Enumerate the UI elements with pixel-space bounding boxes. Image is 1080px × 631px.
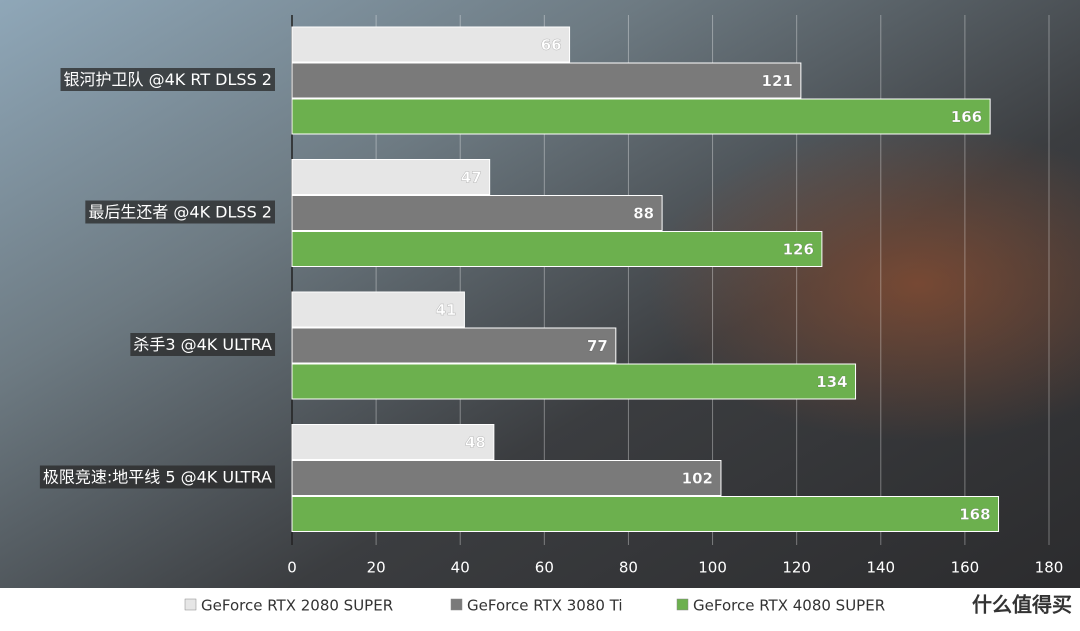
bar (291, 496, 1000, 532)
x-tick-label: 80 (619, 559, 638, 577)
watermark: 什么值得买 (972, 593, 1072, 617)
x-tick-label: 0 (287, 559, 297, 577)
legend-label: GeForce RTX 3080 Ti (467, 597, 623, 615)
value-label: 126 (783, 241, 814, 259)
bar (291, 363, 857, 400)
x-tick-label: 140 (866, 559, 895, 577)
legend-swatch (184, 598, 197, 611)
value-label: 102 (682, 470, 713, 488)
bar (291, 62, 802, 99)
y-tick-label: 极限竞速:地平线 5 @4K ULTRA (43, 468, 272, 487)
y-tick-label: 杀手3 @4K ULTRA (133, 335, 272, 354)
value-label: 121 (762, 72, 793, 90)
value-label: 168 (959, 506, 990, 524)
legend-strip (0, 588, 1080, 631)
legend-label: GeForce RTX 2080 SUPER (201, 597, 393, 615)
bar (291, 26, 571, 63)
category-label-group: 银河护卫队 @4K RT DLSS 2 (60, 68, 275, 91)
x-tick-label: 180 (1035, 559, 1064, 577)
value-label: 88 (633, 205, 654, 223)
value-label: 66 (541, 36, 562, 54)
category-label-bg (130, 333, 276, 356)
bar (291, 159, 491, 195)
x-tick-label: 160 (951, 559, 980, 577)
bar (291, 424, 495, 460)
value-label: 77 (587, 337, 608, 355)
legend-swatch (450, 598, 463, 611)
category-label-bg (39, 465, 276, 489)
bar (291, 291, 465, 328)
category-label-bg (85, 200, 275, 224)
bar (291, 460, 722, 496)
category-label-group: 杀手3 @4K ULTRA (130, 333, 276, 356)
bar (291, 327, 617, 364)
x-tick-label: 20 (367, 559, 386, 577)
bar (291, 98, 991, 135)
y-tick-label: 银河护卫队 @4K RT DLSS 2 (64, 70, 272, 89)
value-label: 134 (816, 373, 847, 391)
y-tick-label: 最后生还者 @4K DLSS 2 (88, 203, 272, 222)
value-label: 41 (436, 301, 457, 319)
category-label-group: 极限竞速:地平线 5 @4K ULTRA (39, 465, 276, 489)
legend-label: GeForce RTX 4080 SUPER (693, 597, 885, 615)
x-tick-label: 120 (782, 559, 811, 577)
category-label-group: 最后生还者 @4K DLSS 2 (85, 200, 275, 224)
x-tick-label: 60 (535, 559, 554, 577)
x-tick-label: 40 (451, 559, 470, 577)
value-label: 47 (461, 169, 482, 187)
bar (291, 195, 663, 231)
x-tick-label: 100 (698, 559, 727, 577)
value-label: 166 (951, 108, 982, 126)
category-label-bg (60, 68, 275, 91)
bar (291, 231, 823, 267)
legend-swatch (676, 598, 689, 611)
value-label: 48 (465, 434, 486, 452)
